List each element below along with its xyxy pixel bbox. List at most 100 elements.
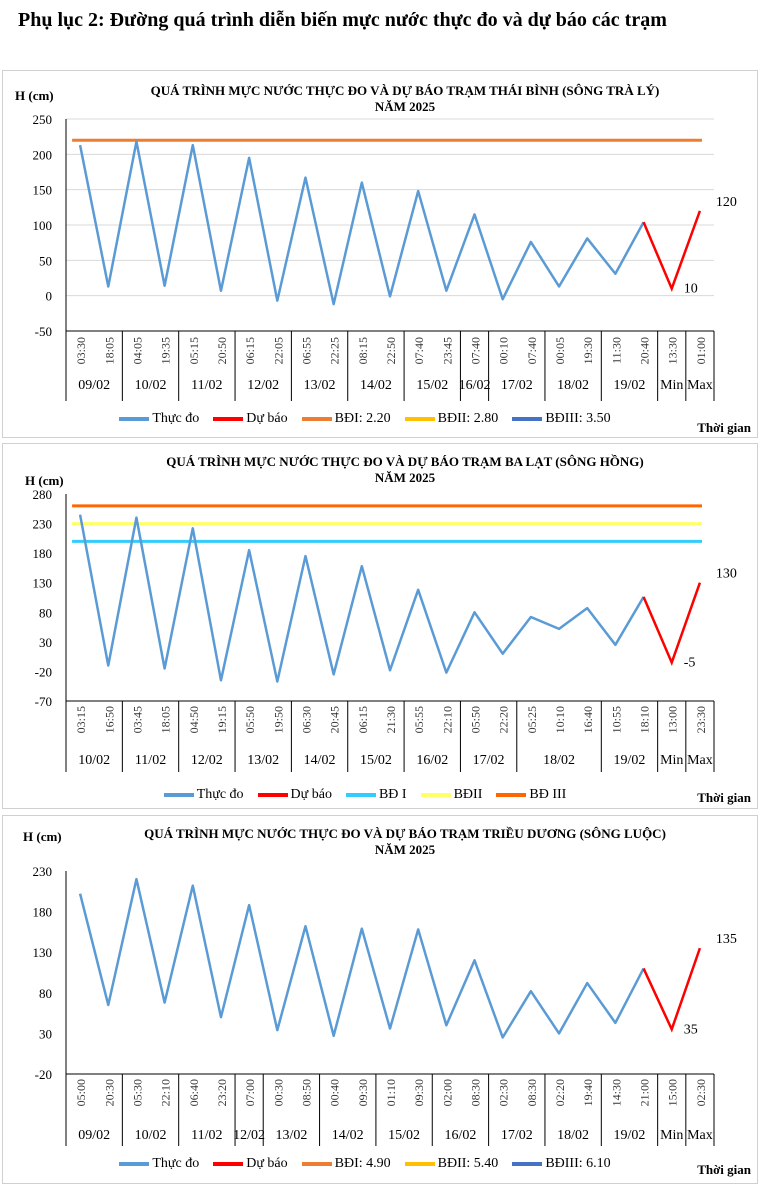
chart-svg: -20 30 80 130 180 230 05:00 20:30 05:30 22:10 06:4…	[33, 864, 737, 1146]
x-tick-label: 03:45	[130, 706, 144, 733]
y-tick-label: 130	[33, 576, 53, 591]
date-group-label: 17/02	[501, 1128, 533, 1143]
date-group-label: 14/02	[332, 1128, 364, 1143]
y-tick-label: 50	[39, 253, 52, 268]
x-tick-label: 02:30	[497, 1079, 511, 1106]
x-axis-label: Thời gian	[697, 1162, 751, 1177]
y-tick-label: 250	[33, 112, 53, 127]
x-tick-label: 06:40	[187, 1079, 201, 1106]
legend-label: BĐI: 4.90	[334, 1156, 391, 1171]
legend: Thực đo Dự báo BĐI: 4.90 BĐII: 5.40 BĐIII: 6…	[63, 1156, 667, 1172]
legend-label: BĐII	[453, 787, 483, 802]
x-tick-label: 20:40	[638, 337, 652, 364]
legend-label: Thực đo	[152, 1156, 200, 1171]
chart-svg: -70 -20 30 80 130 180 230 280 03:15 16:50 03:45 18:…	[33, 487, 737, 772]
y-tick-label: -20	[35, 1067, 52, 1082]
x-axis-label: Thời gian	[697, 790, 751, 805]
x-tick-label: 05:50	[469, 706, 483, 733]
x-tick-label: 21:00	[638, 1079, 652, 1106]
x-tick-label: 03:15	[74, 706, 88, 733]
legend-swatch	[496, 793, 527, 797]
legend-swatch	[345, 793, 376, 797]
x-tick-label: 22:20	[497, 706, 511, 733]
date-group-label: 13/02	[304, 378, 336, 393]
y-tick-label: 280	[33, 487, 53, 502]
x-tick-label: 05:30	[130, 1079, 144, 1106]
date-group-label: 12/02	[233, 1128, 265, 1143]
x-tick-label: 19:15	[215, 706, 229, 733]
x-tick-label: 06:15	[243, 337, 257, 364]
x-tick-label: 18:05	[102, 337, 116, 364]
y-tick-label: -50	[35, 324, 52, 339]
y-tick-label: 130	[33, 945, 53, 960]
date-group-label: Max	[687, 378, 713, 393]
legend-swatch	[301, 417, 332, 421]
y-axis-label: H (cm)	[25, 473, 64, 488]
y-tick-label: 180	[33, 905, 53, 920]
legend-swatch	[404, 417, 435, 421]
x-tick-label: 06:55	[299, 337, 313, 364]
chart-ba-lat: -70 -20 30 80 130 180 230 280 03:15 16:50 03:45 18:…	[2, 443, 758, 809]
y-tick-label: 30	[39, 1026, 52, 1041]
x-tick-label: 08:30	[525, 1079, 539, 1106]
legend: Thực đo Dự báo BĐI: 2.20 BĐII: 2.80 BĐIII: 3…	[63, 411, 667, 427]
forecast-data-label: 130	[716, 567, 737, 582]
page-title: Phụ lục 2: Đường quá trình diễn biến mực…	[18, 9, 667, 31]
legend-item: BĐI: 4.90	[301, 1156, 391, 1172]
legend-swatch	[119, 417, 150, 421]
date-group-label: 18/02	[557, 378, 589, 393]
legend-item: BĐII: 2.80	[404, 411, 498, 427]
date-group-label: Min	[660, 378, 683, 393]
legend-item: BĐ III	[496, 787, 566, 803]
x-tick-label: 20:50	[215, 337, 229, 364]
legend-swatch	[512, 1162, 543, 1166]
x-tick-label: 20:30	[102, 1079, 116, 1106]
legend-swatch	[213, 1162, 244, 1166]
x-tick-label: 19:50	[271, 706, 285, 733]
x-tick-label: 21:30	[384, 706, 398, 733]
x-tick-label: 02:20	[553, 1079, 567, 1106]
chart-trieu-duong: -20 30 80 130 180 230 05:00 20:30 05:30 22:10 06:4…	[2, 815, 758, 1184]
x-tick-label: 19:40	[581, 1079, 595, 1106]
date-group-label: 09/02	[78, 1128, 110, 1143]
legend-item: BĐIII: 3.50	[512, 411, 611, 427]
x-tick-label: 08:15	[356, 337, 370, 364]
y-tick-label: 100	[33, 218, 53, 233]
date-group-label: 09/02	[78, 378, 110, 393]
x-tick-label: 13:30	[666, 337, 680, 364]
chart-title: QUÁ TRÌNH MỰC NƯỚC THỰC ĐO VÀ DỰ BÁO TRẠ…	[166, 454, 644, 469]
x-tick-label: 05:15	[187, 337, 201, 364]
date-group-label: 19/02	[614, 1128, 646, 1143]
y-tick-label: -70	[35, 694, 52, 709]
y-tick-label: 150	[33, 183, 53, 198]
chart-thai-binh: -50 0 50 100 150 200 250 03:30 18:05 04:05 19:35 05…	[2, 70, 758, 438]
forecast-data-label: 35	[684, 1022, 698, 1037]
date-group-label: 11/02	[135, 753, 166, 768]
x-tick-label: 11:30	[609, 337, 623, 364]
x-tick-label: 02:00	[440, 1079, 454, 1106]
x-tick-label: 19:35	[159, 337, 173, 364]
x-tick-label: 22:05	[271, 337, 285, 364]
legend-label: BĐIII: 6.10	[545, 1156, 611, 1171]
date-group-label: 15/02	[416, 378, 448, 393]
legend-item: BĐII	[420, 787, 483, 803]
forecast-data-label: -5	[684, 656, 696, 671]
date-group-label: 13/02	[275, 1128, 307, 1143]
date-group-label: 12/02	[247, 378, 279, 393]
date-group-label: 10/02	[135, 1128, 167, 1143]
observed-line	[78, 514, 645, 683]
date-group-label: Max	[687, 753, 713, 768]
x-tick-label: 10:55	[609, 706, 623, 733]
date-group-label: 18/02	[543, 753, 575, 768]
x-tick-label: 07:40	[469, 337, 483, 364]
legend-item: Thực đo	[119, 1156, 199, 1172]
legend-item: BĐI: 2.20	[301, 411, 391, 427]
x-tick-label: 22:10	[440, 706, 454, 733]
legend-swatch	[512, 417, 543, 421]
x-tick-label: 00:05	[553, 337, 567, 364]
date-group-label: Max	[687, 1128, 713, 1143]
x-tick-label: 04:05	[130, 337, 144, 364]
x-axis-label: Thời gian	[697, 420, 751, 435]
date-group-label: Min	[660, 1128, 683, 1143]
y-axis-label: H (cm)	[15, 88, 54, 103]
